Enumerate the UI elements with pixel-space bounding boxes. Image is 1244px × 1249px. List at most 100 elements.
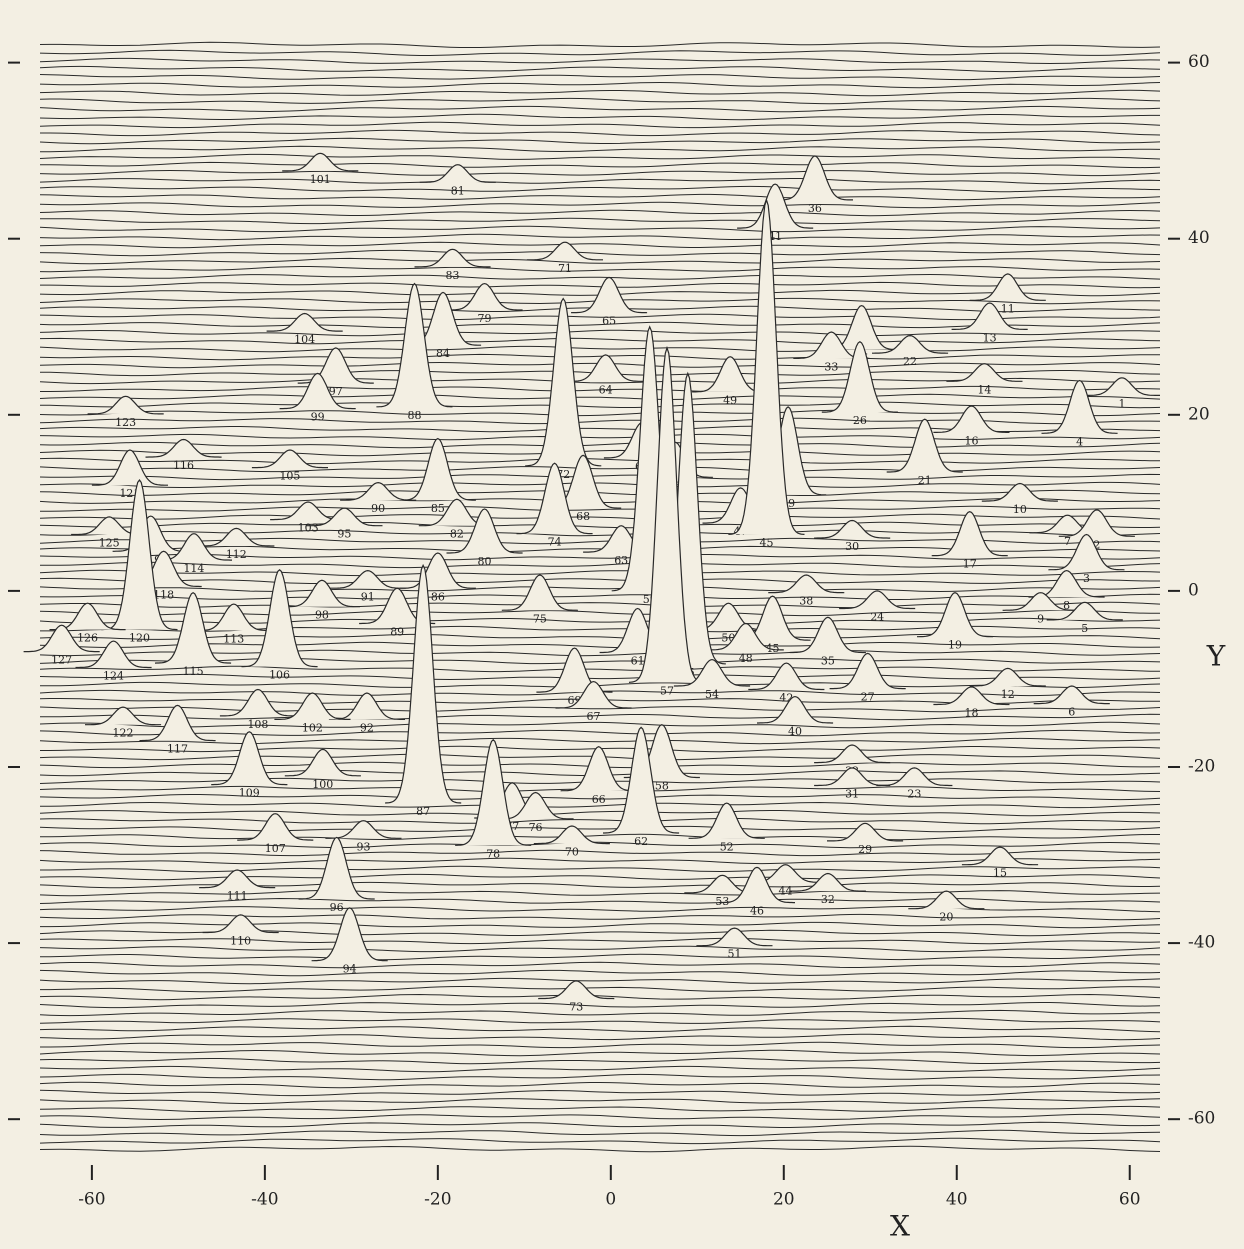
peak <box>266 312 343 332</box>
ridge-line <box>39 97 1161 105</box>
peak <box>195 603 272 632</box>
peak-label: 14 <box>977 383 991 396</box>
peak <box>829 652 906 690</box>
peak-label: 36 <box>808 202 822 215</box>
peak <box>814 744 891 764</box>
peak-label: 73 <box>569 1001 583 1014</box>
ridge-line <box>39 649 1161 657</box>
peak-label: 90 <box>371 502 385 515</box>
peak <box>673 658 751 687</box>
ridge-line <box>39 953 1160 961</box>
peak <box>283 579 360 608</box>
ridge-line <box>39 737 1161 745</box>
y-tick-label: 20 <box>1188 404 1210 424</box>
ridge-line <box>40 986 1161 993</box>
peak-label: 68 <box>576 510 590 523</box>
ridge-line <box>39 457 1161 465</box>
peak-label: 84 <box>436 347 450 360</box>
ridge-line <box>39 945 1161 953</box>
ridge-line <box>39 137 1161 145</box>
peak-label: 124 <box>103 669 124 682</box>
peak <box>931 511 1008 557</box>
peak <box>202 914 279 934</box>
peak <box>776 155 853 201</box>
peak <box>1002 592 1079 611</box>
peak <box>154 591 232 664</box>
peak-label: 63 <box>614 554 628 567</box>
peak <box>1058 509 1135 537</box>
ridge-line <box>39 81 1161 89</box>
peak-label: 67 <box>587 710 601 723</box>
peak-label: 18 <box>964 706 978 719</box>
peak <box>570 276 648 314</box>
ridge-line <box>39 329 1161 337</box>
ridge-line <box>39 1089 1161 1097</box>
ridge-line <box>40 921 1161 929</box>
ridge-line <box>39 1098 1161 1105</box>
peak-label: 2 <box>1093 538 1100 551</box>
ridge-line <box>39 673 1161 681</box>
ridge-line <box>39 473 1161 481</box>
peak <box>237 813 314 841</box>
ridge-line <box>39 441 1161 449</box>
peak-label: 113 <box>223 633 244 646</box>
peak <box>497 791 574 820</box>
peak <box>241 568 318 668</box>
peak-label: 49 <box>723 394 737 407</box>
peak-label: 127 <box>51 654 72 667</box>
peak-label: 23 <box>907 787 921 800</box>
peak <box>399 552 476 589</box>
x-tick-label: 60 <box>1119 1190 1141 1210</box>
peak-label: 101 <box>310 173 331 186</box>
peak <box>526 241 603 261</box>
ridge-line <box>39 890 1161 897</box>
peak <box>603 726 680 834</box>
peak <box>768 574 845 594</box>
peak-label: 31 <box>845 787 859 800</box>
ridge-line <box>40 801 1161 809</box>
peaks: 1018136417183117965131048425223314649749… <box>23 152 1160 1014</box>
ridge-line <box>40 401 1161 409</box>
peak-label: 66 <box>592 793 606 806</box>
ridge-line <box>39 937 1161 945</box>
ridge-line <box>39 706 1161 713</box>
peak-label: 80 <box>478 555 492 568</box>
ridge-line <box>40 281 1161 289</box>
ridge-line <box>39 241 1161 249</box>
ridge-line <box>39 193 1161 201</box>
ridge-line <box>39 593 1161 600</box>
peak-label: 33 <box>824 360 838 373</box>
ridge-line <box>39 1065 1161 1073</box>
ridge-line <box>39 569 1161 577</box>
ridge-line <box>39 665 1161 673</box>
peak-label: 95 <box>337 528 351 541</box>
ridge-line <box>39 217 1161 225</box>
peak-label: 57 <box>660 684 674 697</box>
peak-label: 83 <box>446 269 460 282</box>
x-tick-label: 20 <box>773 1190 795 1210</box>
peak <box>219 688 296 717</box>
peak-label: 107 <box>265 842 286 855</box>
peak <box>757 695 834 724</box>
peak <box>91 449 168 486</box>
peak <box>981 482 1058 502</box>
peak <box>274 692 351 720</box>
ridge-line <box>39 977 1161 985</box>
peak-label: 51 <box>727 948 741 961</box>
ridge-line <box>39 393 1161 401</box>
ridge-line <box>40 385 1161 392</box>
peak <box>839 590 916 610</box>
ridge-line <box>39 817 1161 825</box>
peak <box>688 802 765 839</box>
peak-label: 85 <box>431 502 445 515</box>
peak-label: 86 <box>431 590 445 603</box>
peak <box>707 622 784 651</box>
ridge-line <box>39 993 1161 1001</box>
peak-label: 117 <box>167 743 188 756</box>
peak <box>1041 379 1118 434</box>
peak <box>199 869 276 889</box>
peak-label: 35 <box>821 655 835 668</box>
peak-label: 116 <box>173 459 194 472</box>
x-tick-label: 0 <box>605 1190 616 1210</box>
